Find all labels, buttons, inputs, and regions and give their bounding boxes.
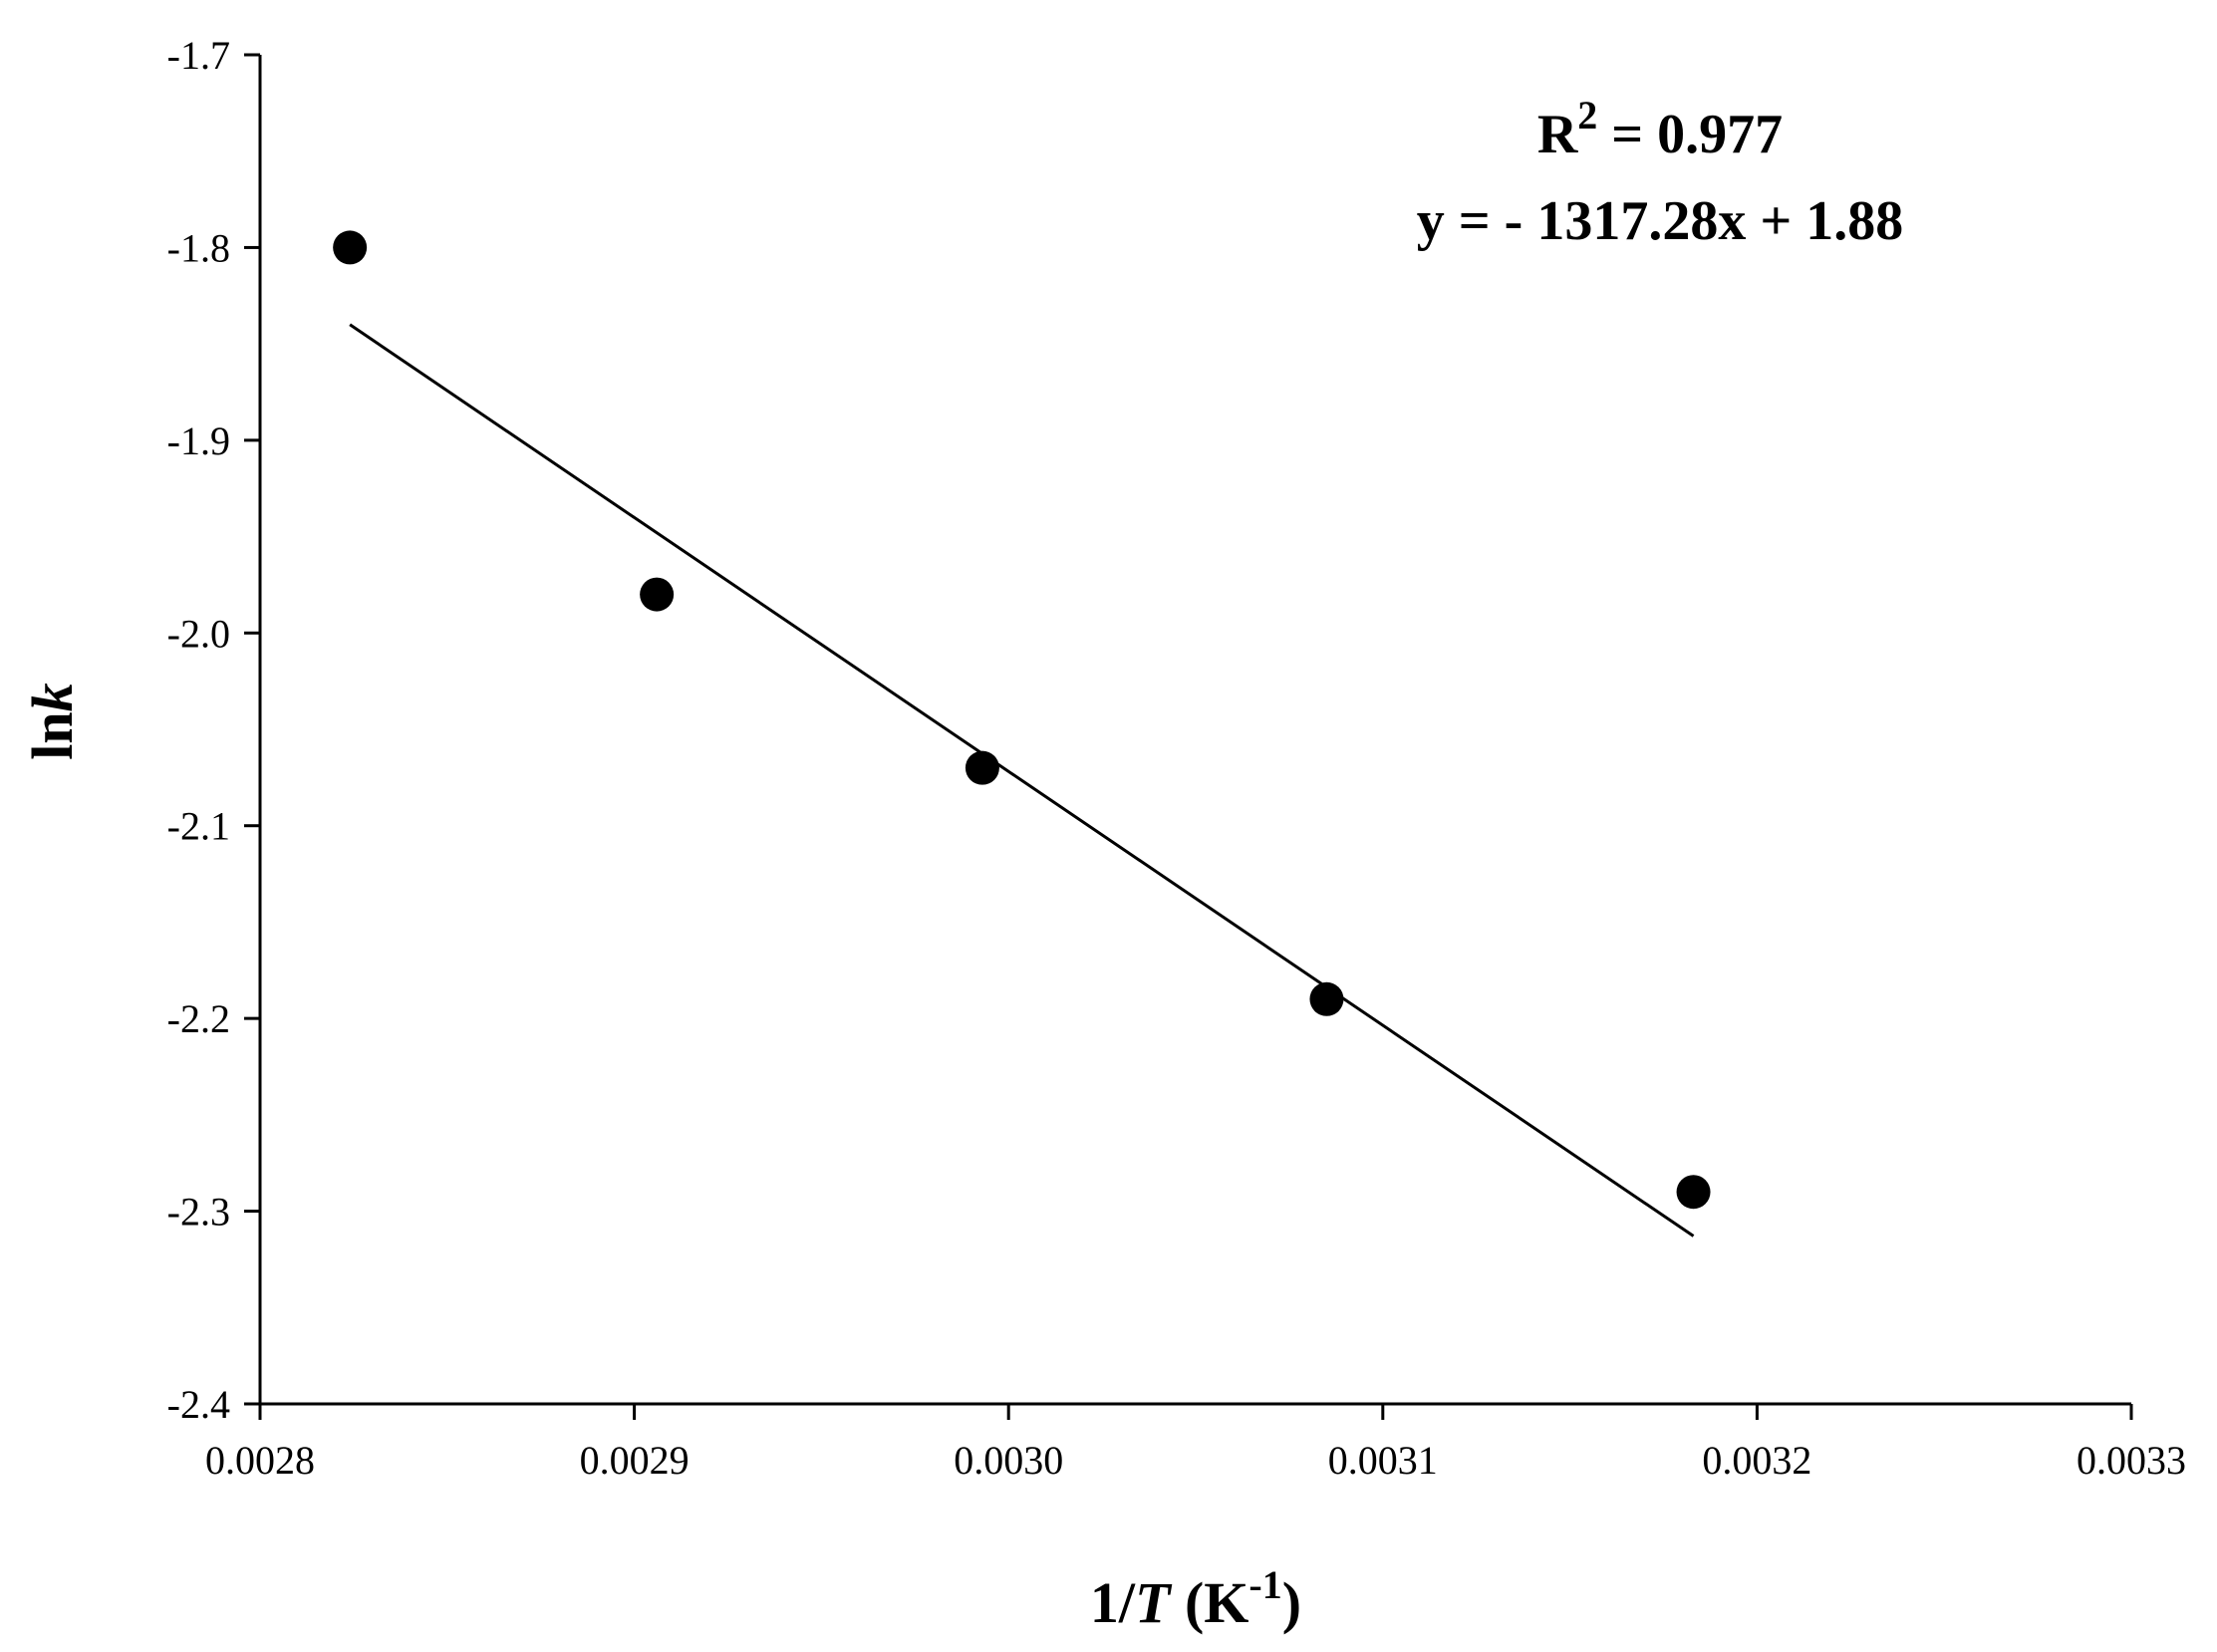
equation-annotation: y = - 1317.28x + 1.88 (1417, 190, 1903, 252)
y-tick-label: -1.9 (167, 418, 230, 463)
y-tick-label: -2.0 (167, 611, 230, 656)
x-tick-label: 0.0031 (1328, 1438, 1438, 1483)
x-tick-label: 0.0028 (205, 1438, 315, 1483)
data-point (640, 577, 675, 612)
r-squared-annotation: R2 = 0.977 (1537, 93, 1783, 165)
x-ticks: 0.0028 0.0029 0.0030 0.0031 0.0032 0.0033 (205, 1404, 2186, 1483)
data-point (965, 750, 999, 785)
y-tick-label: -2.3 (167, 1190, 230, 1235)
data-point (333, 230, 368, 265)
y-tick-label: -2.2 (167, 996, 230, 1041)
y-ticks: -1.7 -1.8 -1.9 -2.0 -2.1 -2.2 -2.3 -2.4 (167, 33, 260, 1427)
fit-line (349, 323, 1695, 1238)
x-tick-label: 0.0029 (580, 1438, 690, 1483)
x-tick-label: 0.0030 (954, 1438, 1063, 1483)
data-point (1676, 1175, 1711, 1210)
y-tick-label: -2.4 (167, 1382, 230, 1427)
y-axis-title: lnk (20, 683, 85, 759)
x-tick-label: 0.0033 (2077, 1438, 2186, 1483)
y-tick-label: -2.1 (167, 804, 230, 849)
data-points (333, 230, 1711, 1210)
x-axis-title: 1/T (K-1) (1090, 1562, 1301, 1635)
x-tick-label: 0.0032 (1702, 1438, 1811, 1483)
axes: -1.7-1.8-1.9-2.0-2.1-2.2-2.3-2.4 0.0028 0… (167, 33, 2186, 1483)
y-tick-label: -1.8 (167, 225, 230, 270)
data-point (1309, 981, 1344, 1016)
y-tick-label: -1.7 (167, 33, 230, 78)
